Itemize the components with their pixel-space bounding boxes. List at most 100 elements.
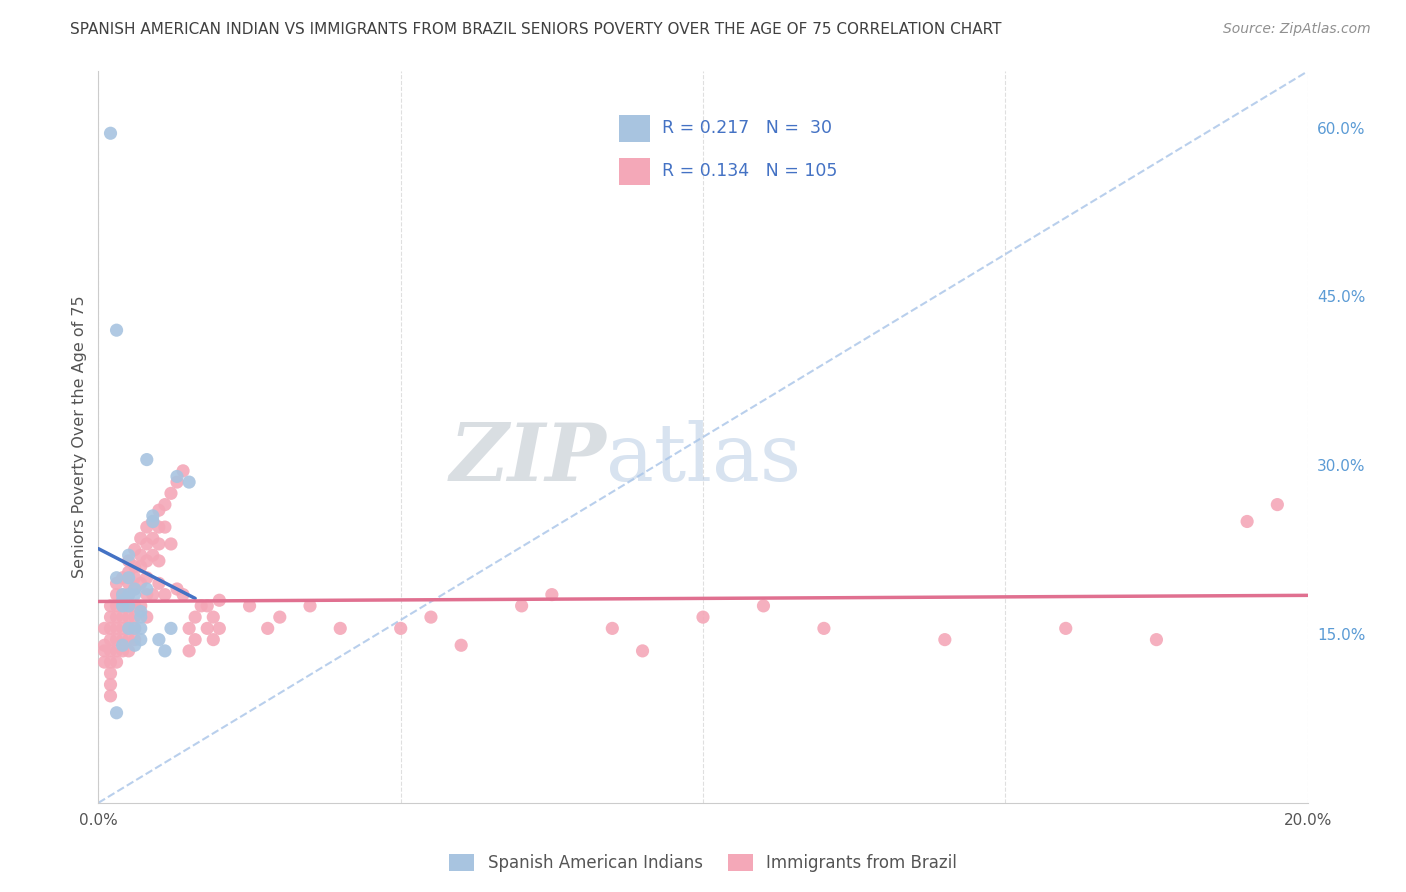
Point [166,475,188,489]
Point [172,588,194,602]
Point [1236,515,1258,529]
Point [179,621,201,635]
Point [105,588,128,602]
Point [124,621,146,635]
Point [195,599,218,613]
Point [100,632,122,647]
Point [118,621,141,635]
Point [118,588,141,602]
Point [105,576,128,591]
Point [160,486,183,500]
Point [166,582,188,596]
Point [124,582,146,596]
Point [160,537,183,551]
Point [129,632,152,647]
Point [135,452,157,467]
Point [105,323,128,337]
Point [148,537,170,551]
Point [256,621,278,635]
Point [93,655,115,669]
Point [135,571,157,585]
Point [111,599,134,613]
Point [129,610,152,624]
Point [172,464,194,478]
Point [100,621,122,635]
Point [105,632,128,647]
Point [93,621,115,635]
Point [118,548,141,562]
Text: R = 0.134   N = 105: R = 0.134 N = 105 [662,162,838,180]
Point [135,537,157,551]
Point [100,689,122,703]
Text: R = 0.217   N =  30: R = 0.217 N = 30 [662,120,832,137]
Point [510,599,533,613]
Point [124,571,146,585]
Point [124,599,146,613]
Point [118,576,141,591]
Point [129,621,152,635]
Point [111,610,134,624]
Point [202,632,225,647]
Point [148,554,170,568]
Point [124,621,146,635]
Point [420,610,443,624]
Point [692,610,714,624]
Point [135,610,157,624]
Point [1054,621,1077,635]
Point [124,632,146,647]
Point [118,621,141,635]
Y-axis label: Seniors Poverty Over the Age of 75: Seniors Poverty Over the Age of 75 [72,296,87,578]
Point [124,542,146,557]
Point [129,532,152,546]
Point [142,515,165,529]
Point [111,588,134,602]
Point [105,706,128,720]
Point [100,599,122,613]
Point [105,621,128,635]
Point [540,588,562,602]
Point [118,632,141,647]
Point [135,554,157,568]
Point [135,520,157,534]
Point [111,638,134,652]
Point [93,638,115,652]
Point [148,632,170,647]
Point [105,655,128,669]
Point [124,588,146,602]
Point [111,621,134,635]
Point [118,571,141,585]
Point [153,644,176,658]
Point [129,599,152,613]
Point [389,621,412,635]
Point [118,599,141,613]
Text: Source: ZipAtlas.com: Source: ZipAtlas.com [1223,22,1371,37]
Point [100,126,122,140]
Point [160,621,183,635]
Text: ZIP: ZIP [450,420,606,498]
Point [124,582,146,596]
Point [142,515,165,529]
Point [148,520,170,534]
Point [111,571,134,585]
Point [129,576,152,591]
Point [450,638,472,652]
Point [100,655,122,669]
Point [195,621,218,635]
Point [142,548,165,562]
Bar [619,115,650,142]
Point [118,610,141,624]
Point [179,644,201,658]
Point [111,593,134,607]
Point [813,621,835,635]
Point [118,588,141,602]
Point [111,588,134,602]
Point [1267,498,1289,512]
Point [602,621,624,635]
Point [100,666,122,681]
Point [153,588,176,602]
Point [153,520,176,534]
Point [179,475,201,489]
Point [105,644,128,658]
Point [124,638,146,652]
Point [269,610,291,624]
